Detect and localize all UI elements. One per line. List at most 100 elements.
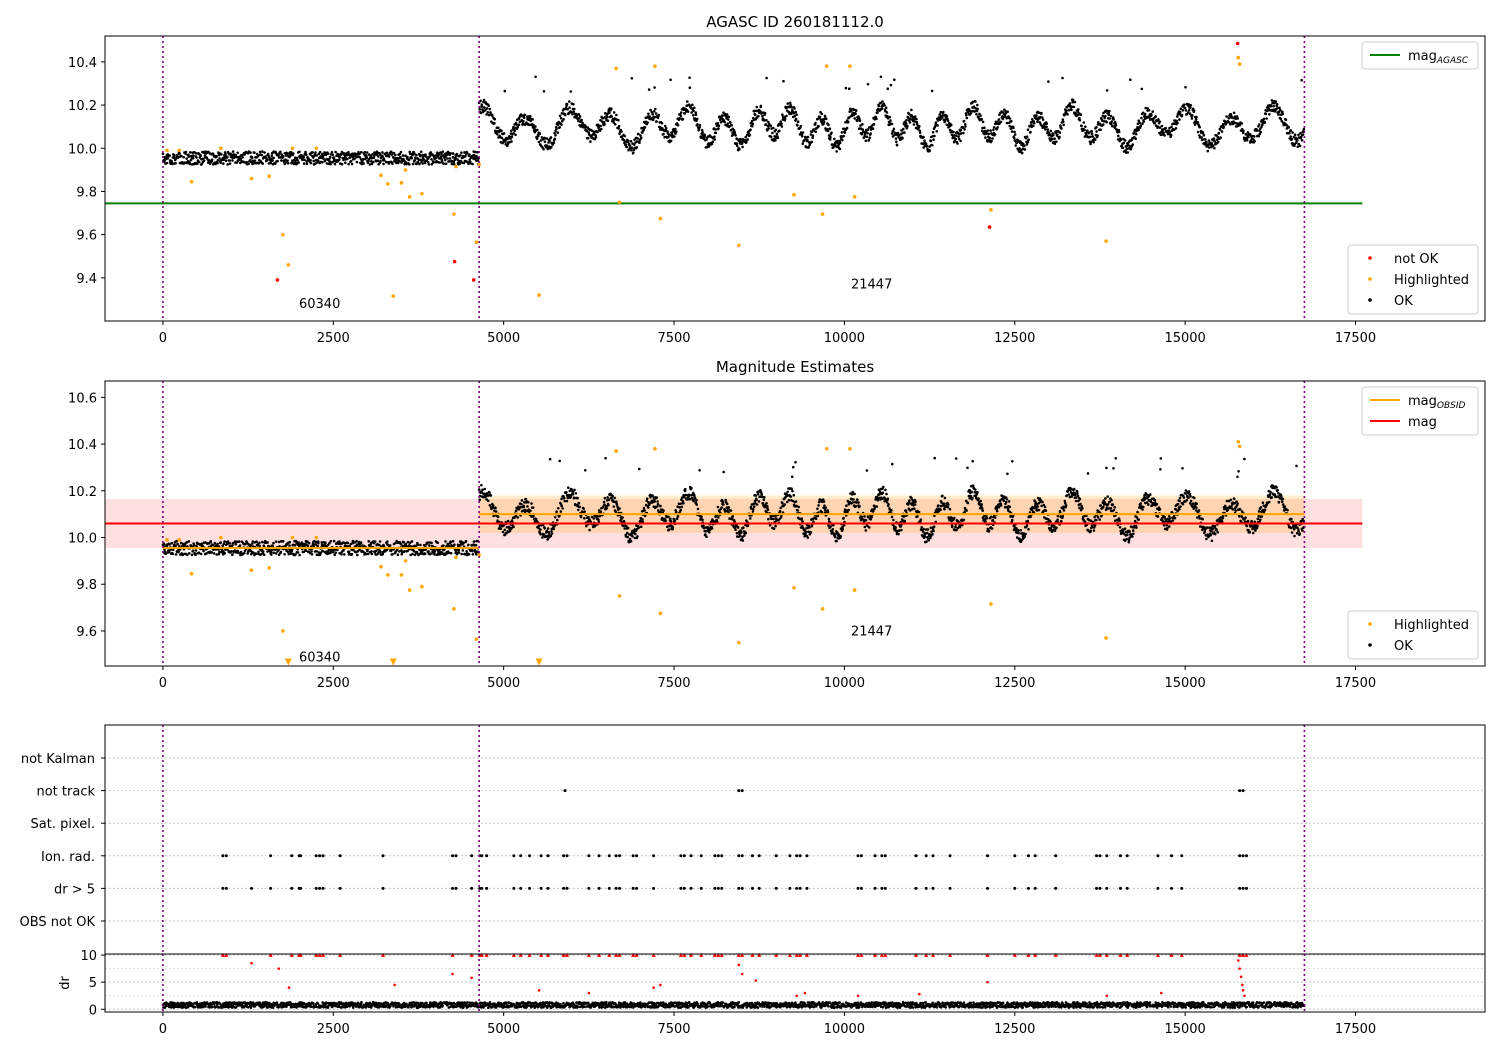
panel-flags: not Kalman not track Sat. pixel. Ion. rad. d…	[20, 724, 1486, 955]
legend-label-text: mag	[1408, 415, 1437, 430]
legend-label-text: mag	[1408, 49, 1437, 64]
clipped-dr-marker	[879, 952, 884, 957]
flag-point	[880, 854, 884, 858]
flag-point	[716, 886, 720, 890]
highlighted-point	[177, 538, 182, 542]
legend-label: not OK	[1394, 252, 1439, 267]
flag-point	[1125, 886, 1129, 890]
flag-point	[740, 789, 744, 793]
clipped-dr-marker	[750, 952, 755, 957]
clipped-dr-marker	[682, 952, 687, 957]
flag-point	[948, 854, 952, 858]
x-tick-label: 7500	[657, 331, 690, 346]
clipped-dr-marker	[320, 952, 326, 957]
flag-point	[299, 854, 303, 858]
flag-point	[1241, 789, 1245, 793]
flag-point	[682, 854, 686, 858]
clipped-dr-marker	[947, 952, 953, 957]
not-ok-point	[275, 278, 280, 282]
flag-point	[737, 886, 741, 890]
flag-point	[290, 886, 294, 890]
highlighted-point	[848, 446, 852, 451]
flag-point	[221, 854, 225, 858]
category-label: Sat. pixel.	[31, 817, 95, 832]
clipped-dr-marker	[1012, 952, 1017, 957]
clipped-dr-marker	[1094, 952, 1099, 957]
clipped-dr-marker	[798, 952, 803, 957]
clipped-dr-marker	[518, 952, 523, 957]
flag-point	[318, 854, 322, 858]
flag-point	[470, 854, 474, 858]
flag-point	[689, 854, 693, 858]
clipped-dr-marker	[688, 952, 694, 957]
clipped-dr-marker	[631, 952, 636, 957]
highlighted-point	[452, 212, 456, 216]
obsid-label: 21447	[851, 625, 892, 640]
highlighted-point	[281, 629, 285, 633]
highlighted-point	[848, 64, 852, 69]
dr-outlier-point	[1239, 975, 1243, 979]
flag-point	[546, 886, 550, 890]
highlighted-point	[658, 216, 663, 221]
flag-point	[485, 886, 489, 890]
flag-point	[528, 854, 532, 858]
not-ok-point	[1235, 41, 1240, 46]
flag-point	[1095, 854, 1099, 858]
x-tick-label: 5000	[487, 331, 520, 346]
y-tick-label: 9.8	[76, 578, 97, 593]
flag-point	[1118, 854, 1122, 858]
clipped-dr-marker	[1179, 952, 1184, 957]
x-tick-label: 17500	[1335, 1022, 1376, 1037]
legend-label-text: not OK	[1394, 252, 1439, 267]
flag-point	[750, 886, 754, 890]
legend-marker-swatch	[1368, 298, 1372, 302]
highlighted-point	[824, 446, 829, 451]
legend-marker-swatch	[1368, 622, 1372, 626]
x-tick-label: 12500	[994, 676, 1035, 691]
flag-point	[338, 854, 342, 858]
flag-point	[699, 854, 703, 858]
dr-outlier-point	[803, 991, 807, 995]
flag-point	[1238, 789, 1242, 793]
flag-point	[224, 854, 228, 858]
flag-point	[856, 886, 860, 890]
flag-point	[682, 886, 686, 890]
clipped-dr-marker	[1104, 952, 1109, 957]
dr-outlier-point	[1105, 994, 1109, 998]
flag-point	[1180, 854, 1184, 858]
panel-magnitude-estimates: 0 2500 5000 7500 10000 12500 15000 17500 9.6 9.8 1…	[68, 358, 1486, 691]
flag-point	[539, 854, 543, 858]
flag-point	[1180, 886, 1184, 890]
clipped-dr-marker	[985, 952, 990, 957]
clipped-dr-marker	[511, 952, 516, 957]
legend-label: OK	[1394, 639, 1413, 654]
highlighted-point	[653, 446, 657, 451]
flag-point	[750, 854, 754, 858]
clipped-dr-marker	[678, 952, 683, 957]
y-tick-label: 5	[89, 976, 97, 991]
flag-point	[1026, 854, 1030, 858]
flag-point	[1125, 854, 1129, 858]
category-label: not Kalman	[21, 752, 95, 767]
legend-label-subscript: AGASC	[1436, 56, 1469, 66]
clipped-dr-marker	[614, 952, 619, 957]
flag-point	[737, 789, 741, 793]
legend: not OK Highlighted OK	[1347, 244, 1479, 315]
dr-outlier-point	[740, 972, 744, 976]
x-tick-label: 5000	[487, 676, 520, 691]
clipped-dr-marker	[757, 952, 762, 957]
clipped-dr-marker	[855, 952, 861, 957]
flag-point	[788, 886, 792, 890]
x-tick-label: 15000	[1164, 676, 1205, 691]
dr-outlier-point	[277, 967, 281, 970]
dr-outlier-point	[1159, 991, 1163, 995]
clipped-dr-marker	[561, 952, 566, 957]
flag-point	[883, 854, 887, 858]
legend: Highlighted OK	[1347, 610, 1479, 660]
legend-marker-swatch	[1368, 256, 1372, 260]
y-tick-label: 10.4	[68, 56, 97, 71]
dr-outlier-point	[587, 991, 591, 995]
obsid-label: 21447	[851, 278, 892, 293]
flag-point	[565, 854, 569, 858]
highlighted-point	[314, 535, 319, 540]
